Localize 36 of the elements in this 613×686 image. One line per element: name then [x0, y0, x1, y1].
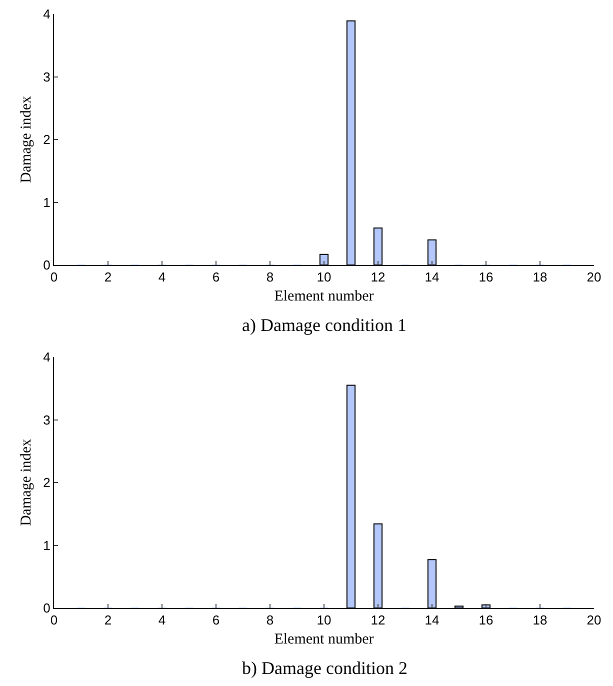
- x-tick-label: 4: [158, 270, 166, 285]
- y-tick-label: 4: [43, 6, 50, 22]
- y-tick-label: 3: [43, 69, 50, 84]
- x-tick-label: 10: [316, 270, 332, 285]
- x-tick-label: 16: [478, 270, 494, 285]
- y-tick-label: 0: [43, 600, 50, 616]
- y-axis-title: Damage index: [18, 95, 34, 184]
- x-tick-label: 18: [532, 612, 548, 628]
- x-tick-label: 8: [266, 612, 274, 628]
- text: b) Damage condition 2: [242, 658, 408, 678]
- x-tick-label: 8: [266, 270, 274, 285]
- x-tick-label: 20: [586, 612, 602, 628]
- x-tick-label: 2: [104, 612, 112, 628]
- y-tick-label: 2: [43, 132, 50, 148]
- x-tick-label: 14: [424, 270, 440, 285]
- x-tick-label: 6: [212, 612, 220, 628]
- x-tick-label: 2: [104, 270, 112, 285]
- y-tick-label: 0: [43, 258, 50, 273]
- x-axis-title: Element number: [274, 632, 374, 648]
- y-tick-label: 3: [43, 412, 50, 428]
- x-tick-label: 6: [212, 270, 220, 285]
- y-tick-label: 1: [43, 194, 50, 210]
- y-tick-label: 1: [43, 538, 50, 553]
- y-axis-title: Damage index: [18, 438, 34, 526]
- x-tick-label: 16: [478, 612, 494, 628]
- x-axis-title: Element number: [274, 288, 374, 305]
- x-tick-label: 10: [316, 612, 332, 628]
- x-tick-label: 14: [424, 612, 440, 628]
- x-tick-label: 12: [370, 270, 386, 285]
- x-tick-label: 12: [370, 612, 386, 628]
- y-tick-label: 4: [43, 350, 50, 365]
- x-tick-label: 20: [586, 270, 602, 285]
- text: a) Damage condition 1: [242, 315, 406, 335]
- x-tick-label: 18: [532, 270, 548, 285]
- y-tick-label: 2: [43, 475, 50, 490]
- x-tick-label: 4: [158, 612, 166, 628]
